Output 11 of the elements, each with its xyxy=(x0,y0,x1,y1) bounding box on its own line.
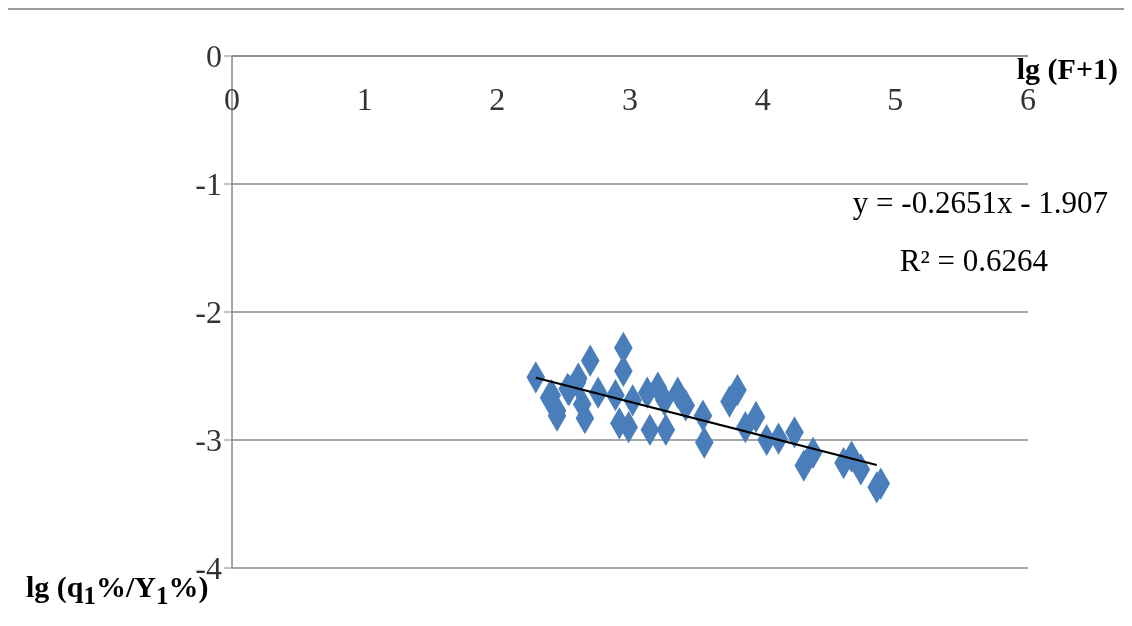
x-tick-label: 3 xyxy=(622,81,638,117)
y-tick-label: -2 xyxy=(195,294,222,331)
x-tick-label: 2 xyxy=(489,81,506,117)
annotation: R² = 0.6264 xyxy=(899,243,1048,279)
y-tick-label: -3 xyxy=(195,422,222,459)
x-tick-label: 1 xyxy=(356,81,373,117)
x-tick-label: 5 xyxy=(887,81,904,117)
annotation: y = -0.2651x - 1.907 xyxy=(852,185,1108,221)
y-tick-label: 0 xyxy=(206,38,222,75)
x-tick-label: 4 xyxy=(754,81,771,117)
y-tick-label: -1 xyxy=(195,166,222,203)
